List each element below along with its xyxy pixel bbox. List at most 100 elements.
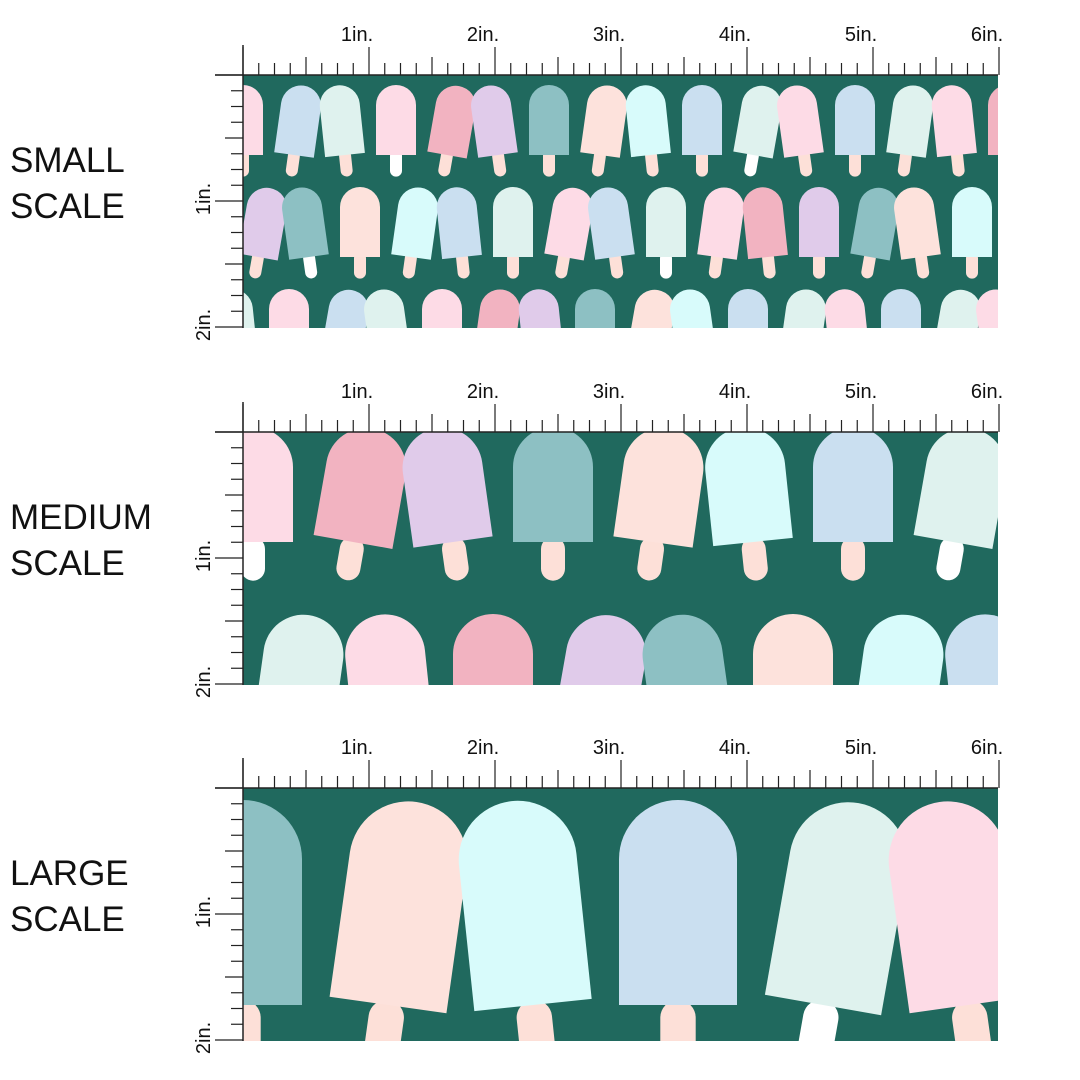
popsicle-body: [243, 85, 263, 155]
popsicle: [670, 289, 717, 381]
popsicle-stick: [543, 150, 555, 177]
popsicle-body: [1054, 800, 1080, 1005]
popsicle-stick: [841, 537, 865, 581]
popsicle-stick: [362, 999, 404, 1041]
popsicle-body: [1034, 289, 1074, 359]
popsicle-stick: [436, 354, 448, 381]
ruler-label: 6in.: [971, 737, 1003, 759]
popsicle-body: [945, 614, 998, 685]
popsicle-stick: [516, 999, 557, 1041]
popsicle: [881, 289, 921, 328]
popsicle-body: [493, 187, 533, 257]
popsicle: [329, 801, 468, 1041]
popsicle-stick: [243, 1000, 261, 1041]
popsicle-body: [1053, 614, 1080, 729]
popsicle: [269, 289, 309, 381]
popsicle-stick: [330, 353, 346, 381]
ruler-label: 3in.: [593, 381, 625, 403]
popsicle: [853, 614, 944, 685]
popsicle-stick: [303, 251, 318, 279]
popsicle-stick: [402, 251, 417, 279]
ruler-label: 2in.: [467, 381, 499, 403]
popsicle-body: [376, 85, 416, 155]
popsicle: [232, 289, 258, 381]
popsicle-body: [626, 289, 675, 328]
popsicle-stick: [708, 251, 723, 279]
popsicle: [553, 615, 646, 685]
popsicle-body: [243, 187, 287, 261]
popsicle-body: [931, 85, 977, 158]
popsicle: [529, 85, 569, 177]
popsicle-body: [320, 289, 369, 328]
popsicle-body: [453, 614, 533, 685]
popsicle: [642, 614, 733, 769]
popsicle-body: [932, 289, 981, 328]
fabric-pattern: [181, 432, 1080, 769]
popsicle-body: [799, 187, 839, 257]
popsicle: [376, 85, 416, 177]
popsicle: [402, 432, 493, 581]
popsicle-body: [888, 801, 998, 1014]
popsicle: [253, 614, 344, 685]
popsicle: [453, 614, 533, 685]
popsicle: [779, 289, 826, 328]
popsicle-body: [742, 187, 788, 260]
popsicle-stick: [942, 353, 958, 381]
popsicle: [850, 187, 899, 279]
popsicle-stick: [762, 251, 776, 279]
popsicle-body: [553, 615, 646, 685]
popsicle-body: [619, 800, 737, 1005]
popsicle-body: [544, 187, 593, 261]
popsicle-stick: [283, 354, 295, 381]
popsicle: [625, 85, 671, 177]
popsicle-stick: [181, 724, 205, 768]
popsicle: [619, 800, 737, 1041]
popsicle-stick: [232, 353, 247, 381]
popsicle: [764, 802, 908, 1041]
popsicle-body: [764, 802, 908, 1016]
popsicle-stick: [696, 150, 708, 177]
popsicle-stick: [381, 723, 409, 769]
popsicle: [243, 187, 287, 279]
ruler-label: 1in.: [341, 24, 373, 46]
popsicle: [274, 85, 321, 177]
popsicle-stick: [660, 252, 672, 279]
scale-panel: SMALL SCALE 1in. 2in. 3in. 4in. 5in. 6in. 1in. 2i…: [10, 24, 1074, 381]
popsicle: [705, 432, 793, 581]
scale-label: SMALL: [10, 141, 125, 180]
popsicle-body: [473, 289, 520, 328]
popsicle-stick: [798, 149, 813, 177]
popsicle-stick: [680, 722, 710, 769]
popsicle: [364, 289, 411, 328]
popsicle-body: [646, 187, 686, 257]
popsicle-stick: [966, 252, 978, 279]
popsicle: [422, 289, 462, 381]
popsicle-body: [642, 614, 733, 685]
popsicle-body: [391, 187, 438, 260]
popsicle-stick: [1014, 251, 1030, 279]
popsicle-stick: [589, 354, 601, 381]
popsicle-body: [824, 289, 870, 328]
popsicle: [575, 289, 615, 381]
popsicle: [894, 187, 941, 279]
popsicle: [1053, 614, 1080, 768]
popsicle-stick: [555, 251, 570, 279]
ruler-label: 3in.: [593, 737, 625, 759]
popsicle-stick: [249, 251, 264, 279]
popsicle-stick: [339, 149, 353, 177]
popsicle-body: [518, 289, 564, 328]
popsicle-body: [853, 614, 944, 685]
popsicle: [626, 289, 675, 328]
popsicle-stick: [690, 353, 706, 381]
popsicle-stick: [354, 252, 366, 279]
popsicle: [345, 614, 433, 769]
popsicle-stick: [741, 536, 768, 581]
popsicle: [976, 289, 998, 328]
popsicle-stick: [285, 149, 300, 177]
popsicle-body: [422, 289, 462, 328]
popsicle: [458, 800, 592, 1041]
popsicle-body: [458, 800, 592, 1012]
popsicle-body: [728, 289, 768, 328]
ruler-label: 2in.: [467, 737, 499, 759]
